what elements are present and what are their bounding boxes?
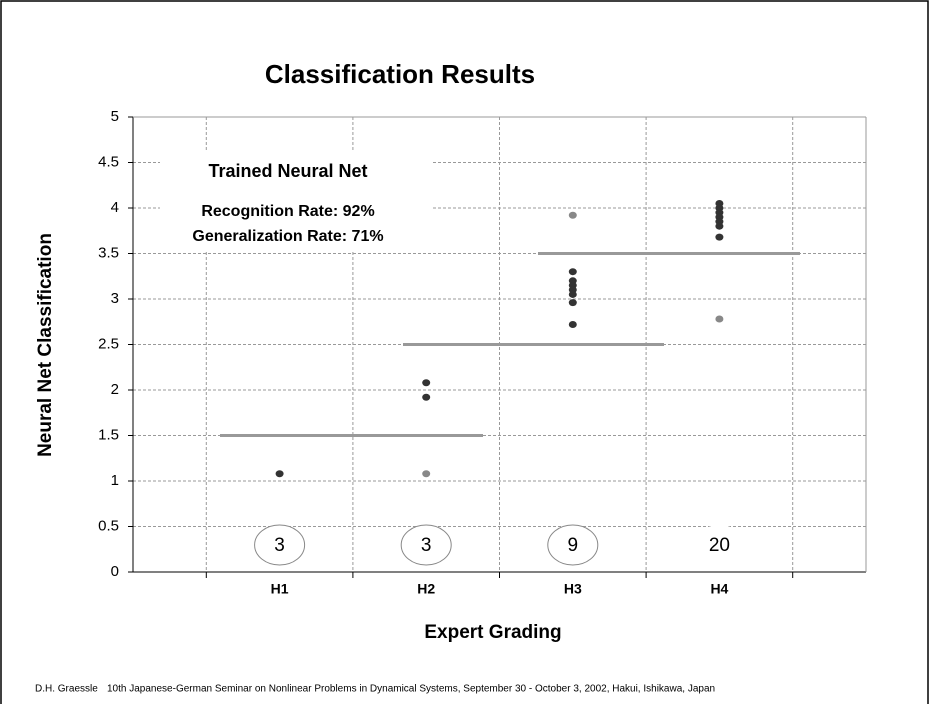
y-tick-label: 3: [111, 290, 119, 307]
y-tick-label: 5: [111, 108, 119, 125]
count-label: 9: [568, 535, 579, 556]
footer-author: D.H. Graessle: [35, 684, 98, 695]
y-axis-label: Neural Net Classification: [35, 233, 56, 457]
y-tick-label: 2: [111, 381, 119, 398]
y-tick-label: 2.5: [98, 335, 119, 352]
x-tick-label: H4: [710, 581, 728, 597]
y-tick-label: 3.5: [98, 244, 119, 261]
count-badge: [547, 524, 599, 566]
annotation-heading: Trained Neural Net: [208, 161, 367, 181]
footer-event: 10th Japanese-German Seminar on Nonlinea…: [107, 684, 715, 695]
count-label: 3: [421, 535, 432, 556]
data-point: [715, 222, 724, 230]
data-point: [568, 320, 577, 328]
data-point: [568, 299, 577, 307]
annotation-box: [160, 152, 432, 252]
annotation-line: Generalization Rate: 71%: [192, 228, 383, 245]
chart-title: Classification Results: [265, 59, 535, 89]
data-point: [568, 290, 577, 298]
y-tick-label: 1.5: [98, 426, 119, 443]
data-point: [568, 268, 577, 276]
data-point: [422, 393, 431, 401]
data-point: [568, 211, 577, 219]
y-tick-label: 4.5: [98, 153, 119, 170]
count-label: 20: [709, 535, 730, 556]
y-tick-label: 0: [111, 563, 119, 580]
count-badge: [254, 524, 306, 566]
x-tick-label: H2: [417, 581, 435, 597]
count-badge: [400, 524, 452, 566]
y-tick-label: 0.5: [98, 517, 119, 534]
y-tick-label: 4: [111, 199, 119, 216]
x-axis-label: Expert Grading: [424, 622, 561, 643]
count-badge: [694, 525, 745, 565]
count-label: 3: [274, 535, 285, 556]
data-point: [715, 233, 724, 241]
y-tick-label: 1: [111, 472, 119, 489]
data-point: [422, 470, 431, 478]
data-point: [715, 315, 724, 323]
annotation-line: Recognition Rate: 92%: [201, 203, 374, 220]
data-point: [275, 470, 284, 478]
x-tick-label: H3: [564, 581, 582, 597]
data-point: [422, 379, 431, 387]
x-tick-label: H1: [271, 581, 289, 597]
